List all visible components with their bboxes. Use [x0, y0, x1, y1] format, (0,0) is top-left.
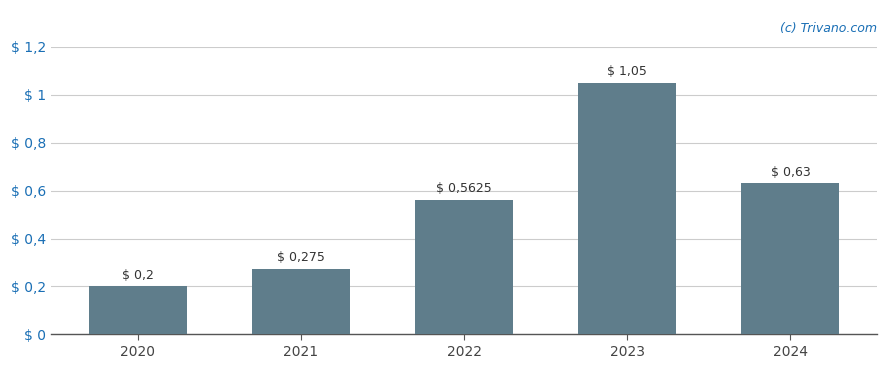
Bar	[252, 269, 350, 334]
Text: (c) Trivano.com: (c) Trivano.com	[780, 22, 876, 35]
Bar	[741, 184, 839, 334]
Text: $ 1,05: $ 1,05	[607, 65, 647, 78]
Bar	[415, 199, 513, 334]
Bar	[89, 286, 186, 334]
Text: $ 0,63: $ 0,63	[771, 165, 810, 179]
Text: $ 0,2: $ 0,2	[122, 269, 154, 282]
Text: $ 0,275: $ 0,275	[277, 251, 325, 264]
Bar	[578, 83, 676, 334]
Text: $ 0,5625: $ 0,5625	[436, 182, 492, 195]
